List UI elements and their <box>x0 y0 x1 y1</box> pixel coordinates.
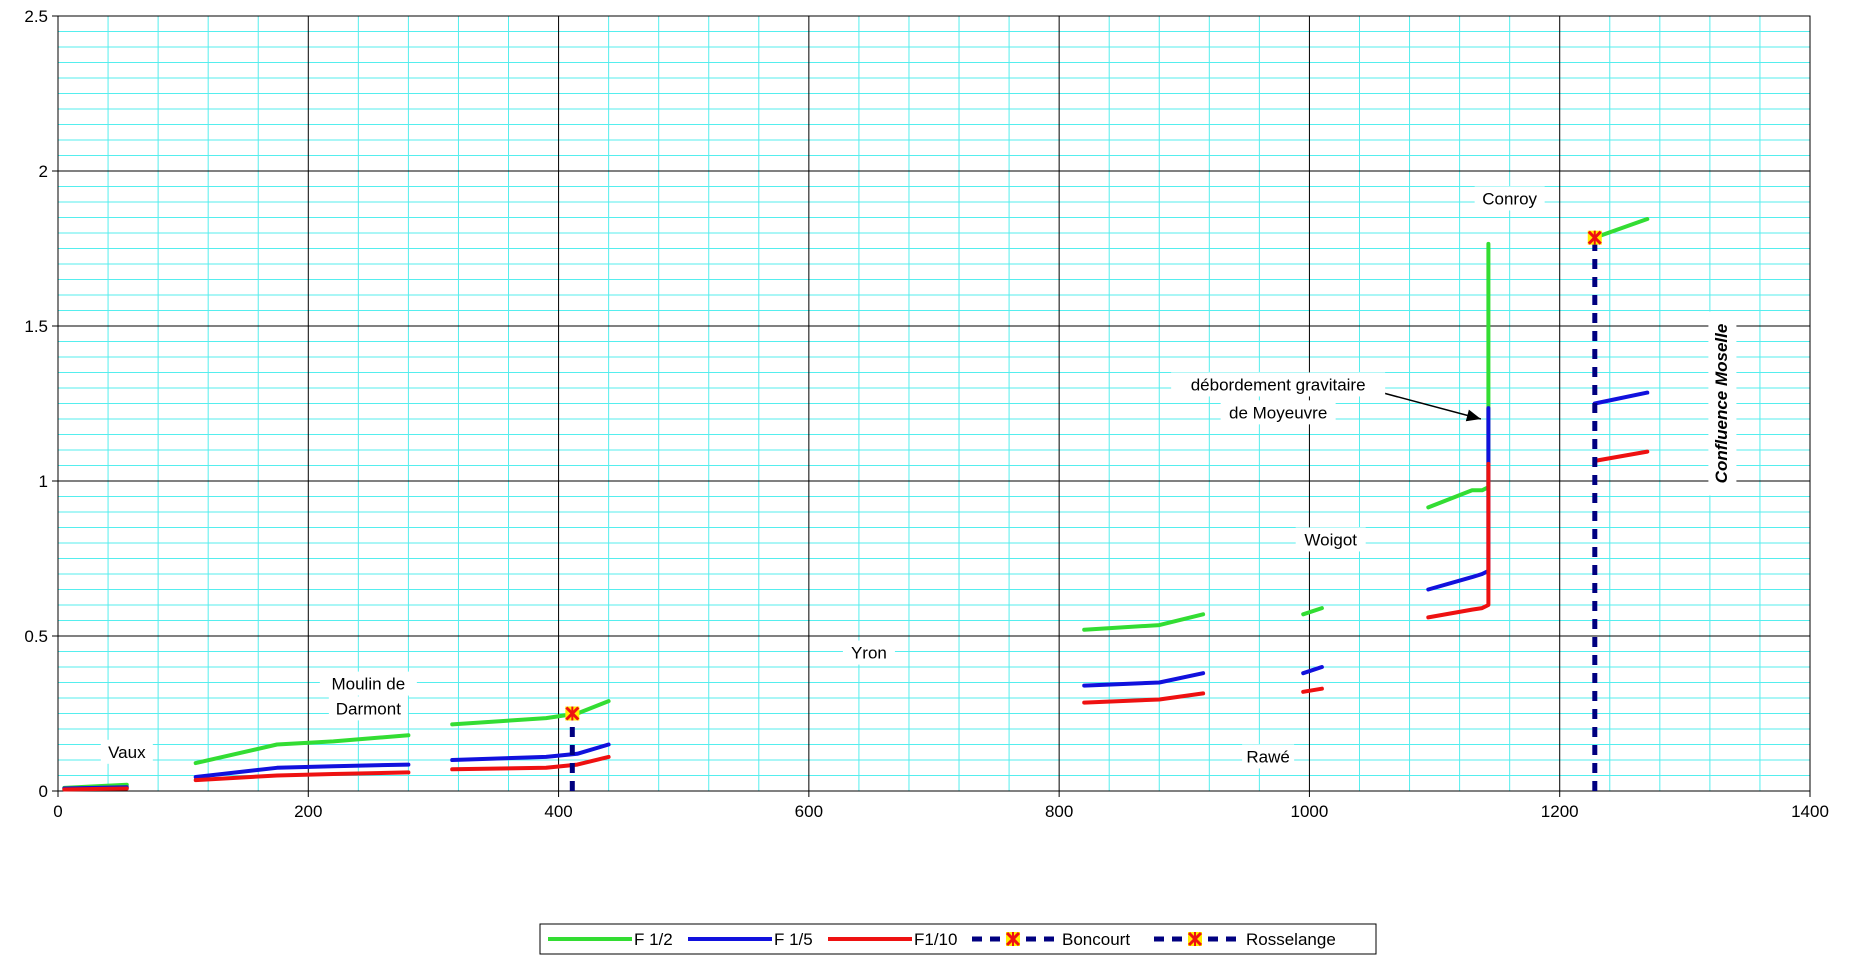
annotation-vaux: Vaux <box>100 739 153 764</box>
legend-label: Rosselange <box>1246 930 1336 949</box>
annotation-woigot: Woigot <box>1295 527 1366 552</box>
svg-text:débordement gravitaire: débordement gravitaire <box>1191 375 1366 394</box>
grid-minor <box>58 16 1810 791</box>
series-line-segment <box>1082 612 1206 632</box>
x-tick-label: 800 <box>1045 802 1073 821</box>
legend-label: Boncourt <box>1062 930 1130 949</box>
annotation-deb2: de Moyeuvre <box>1220 400 1336 425</box>
marker-point <box>1587 230 1602 245</box>
plot-border <box>57 15 1811 792</box>
series-line-segment <box>1592 449 1650 463</box>
svg-text:Confluence Moselle: Confluence Moselle <box>1712 324 1731 484</box>
annotations: Vaux Moulin de Darmont Yron Rawé Woigot Conroy… <box>100 186 1737 769</box>
y-tick-label: 1.5 <box>24 317 48 336</box>
grid-major <box>58 16 1810 791</box>
series-line-segment <box>193 770 411 783</box>
svg-text:Darmont: Darmont <box>336 699 401 718</box>
x-tick-label: 200 <box>294 802 322 821</box>
legend-box <box>539 923 1377 955</box>
series-1 <box>62 390 1650 791</box>
svg-text:Conroy: Conroy <box>1482 189 1537 208</box>
annotation-rawe: Rawé <box>1242 744 1295 769</box>
svg-text:Yron: Yron <box>851 644 887 663</box>
x-tick-label: 1200 <box>1541 802 1579 821</box>
x-tick-label: 400 <box>544 802 572 821</box>
series-layer <box>62 217 1650 792</box>
series-line-segment <box>1082 671 1206 688</box>
annotation-confluence: Confluence Moselle <box>1708 311 1737 496</box>
svg-text:de Moyeuvre: de Moyeuvre <box>1229 403 1327 422</box>
y-axis: 0 0.5 1 1.5 2 2.5 <box>24 7 58 801</box>
legend-label: F 1/2 <box>634 930 673 949</box>
series-line-segment <box>450 699 611 727</box>
svg-text:Moulin de: Moulin de <box>331 675 405 694</box>
x-axis: 0 200 400 600 800 1000 1200 1400 <box>53 791 1829 821</box>
annotation-deb1: débordement gravitaire <box>1171 372 1386 397</box>
legend-item-3: Boncourt <box>972 930 1130 949</box>
series-line-segment <box>450 754 611 772</box>
x-tick-label: 1000 <box>1291 802 1329 821</box>
x-tick-label: 0 <box>53 802 62 821</box>
series-2 <box>62 449 1650 792</box>
svg-text:Rawé: Rawé <box>1246 747 1289 766</box>
annotation-moulin1: Moulin de <box>319 671 417 696</box>
series-line-segment <box>1301 686 1324 694</box>
series-line-segment <box>450 742 611 762</box>
legend-label: F1/10 <box>914 930 957 949</box>
legend-marker <box>1187 931 1203 947</box>
x-tick-label: 600 <box>795 802 823 821</box>
y-tick-label: 0.5 <box>24 627 48 646</box>
marker-point <box>565 706 580 721</box>
annotation-arrow <box>1381 391 1482 422</box>
series-line-segment <box>193 733 411 766</box>
series-line-segment <box>62 786 129 792</box>
legend-item-0: F 1/2 <box>548 930 673 949</box>
annotation-conroy: Conroy <box>1474 186 1545 211</box>
legend-item-2: F1/10 <box>828 930 957 949</box>
x-tick-label: 1400 <box>1791 802 1829 821</box>
legend-item-4: Rosselange <box>1154 930 1336 949</box>
annotation-yron: Yron <box>842 640 895 665</box>
annotation-moulin2: Darmont <box>328 696 408 721</box>
y-tick-label: 2 <box>39 162 48 181</box>
series-line-segment <box>1592 390 1650 406</box>
series-line-segment <box>1301 606 1324 617</box>
series-line-segment <box>193 762 411 779</box>
y-tick-label: 1 <box>39 472 48 491</box>
series-line-segment <box>1082 691 1206 705</box>
y-tick-label: 0 <box>39 782 48 801</box>
svg-text:Vaux: Vaux <box>108 743 146 762</box>
y-tick-label: 2.5 <box>24 7 48 26</box>
svg-text:Woigot: Woigot <box>1304 530 1357 549</box>
legend-item-1: F 1/5 <box>688 930 813 949</box>
legend: F 1/2 F 1/5 F1/10 Boncourt Rosselange <box>539 923 1377 955</box>
series-line-segment <box>1426 461 1491 620</box>
series-line-segment <box>1301 665 1324 676</box>
series-line-segment <box>1592 217 1650 240</box>
legend-label: F 1/5 <box>774 930 813 949</box>
legend-marker <box>1005 931 1021 947</box>
